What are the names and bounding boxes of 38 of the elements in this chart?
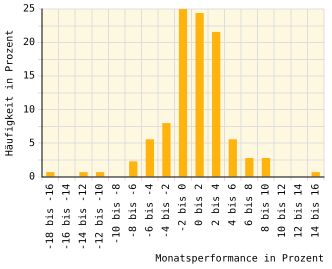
bar [312,172,320,176]
x-tick-label: 2 bis 4 [210,184,222,226]
x-tick-label: -6 bis -4 [144,184,156,238]
bar [46,172,54,176]
x-tick-label: 14 bis 16 [310,184,322,238]
x-tick-label: 4 bis 6 [227,184,238,226]
x-axis-title: Monatsperformance in Prozent [155,254,324,265]
y-tick-label: 15 [22,70,36,82]
y-tick-label: 10 [22,104,36,116]
bar [146,139,154,176]
bar [245,158,254,176]
bar [262,158,270,176]
x-tick-label: 6 bis 8 [244,184,255,226]
x-tick-label: -2 bis 0 [178,184,189,232]
y-tick-label: 0 [29,171,36,182]
x-tick-label: -10 bis -8 [111,184,122,244]
bar [79,172,88,176]
bar [129,161,138,176]
bar [195,13,204,176]
bar [212,32,220,176]
bar [96,172,104,176]
x-tick-label: 8 bis 10 [260,184,272,232]
x-tick-label: -18 bis -16 [44,184,56,250]
bar [162,123,171,176]
y-tick-label: 20 [22,37,36,48]
y-tick-label: 25 [22,4,36,15]
x-tick-label: -4 bis -2 [161,184,172,238]
x-tick-label: 0 bis 2 [194,184,206,226]
bar [228,139,237,176]
y-tick-label: 5 [29,138,36,149]
y-axis-title: Häufigkeit in Prozent [4,30,16,156]
x-tick-label: 10 bis 12 [277,184,288,238]
x-tick-label: -14 bis -12 [78,184,90,250]
bar [178,9,188,176]
x-tick-label: -8 bis -6 [128,184,139,238]
x-tick-label: 12 bis 14 [294,184,305,238]
x-tick-label: -12 bis -10 [94,184,106,250]
x-tick-label: -16 bis -14 [62,184,73,250]
